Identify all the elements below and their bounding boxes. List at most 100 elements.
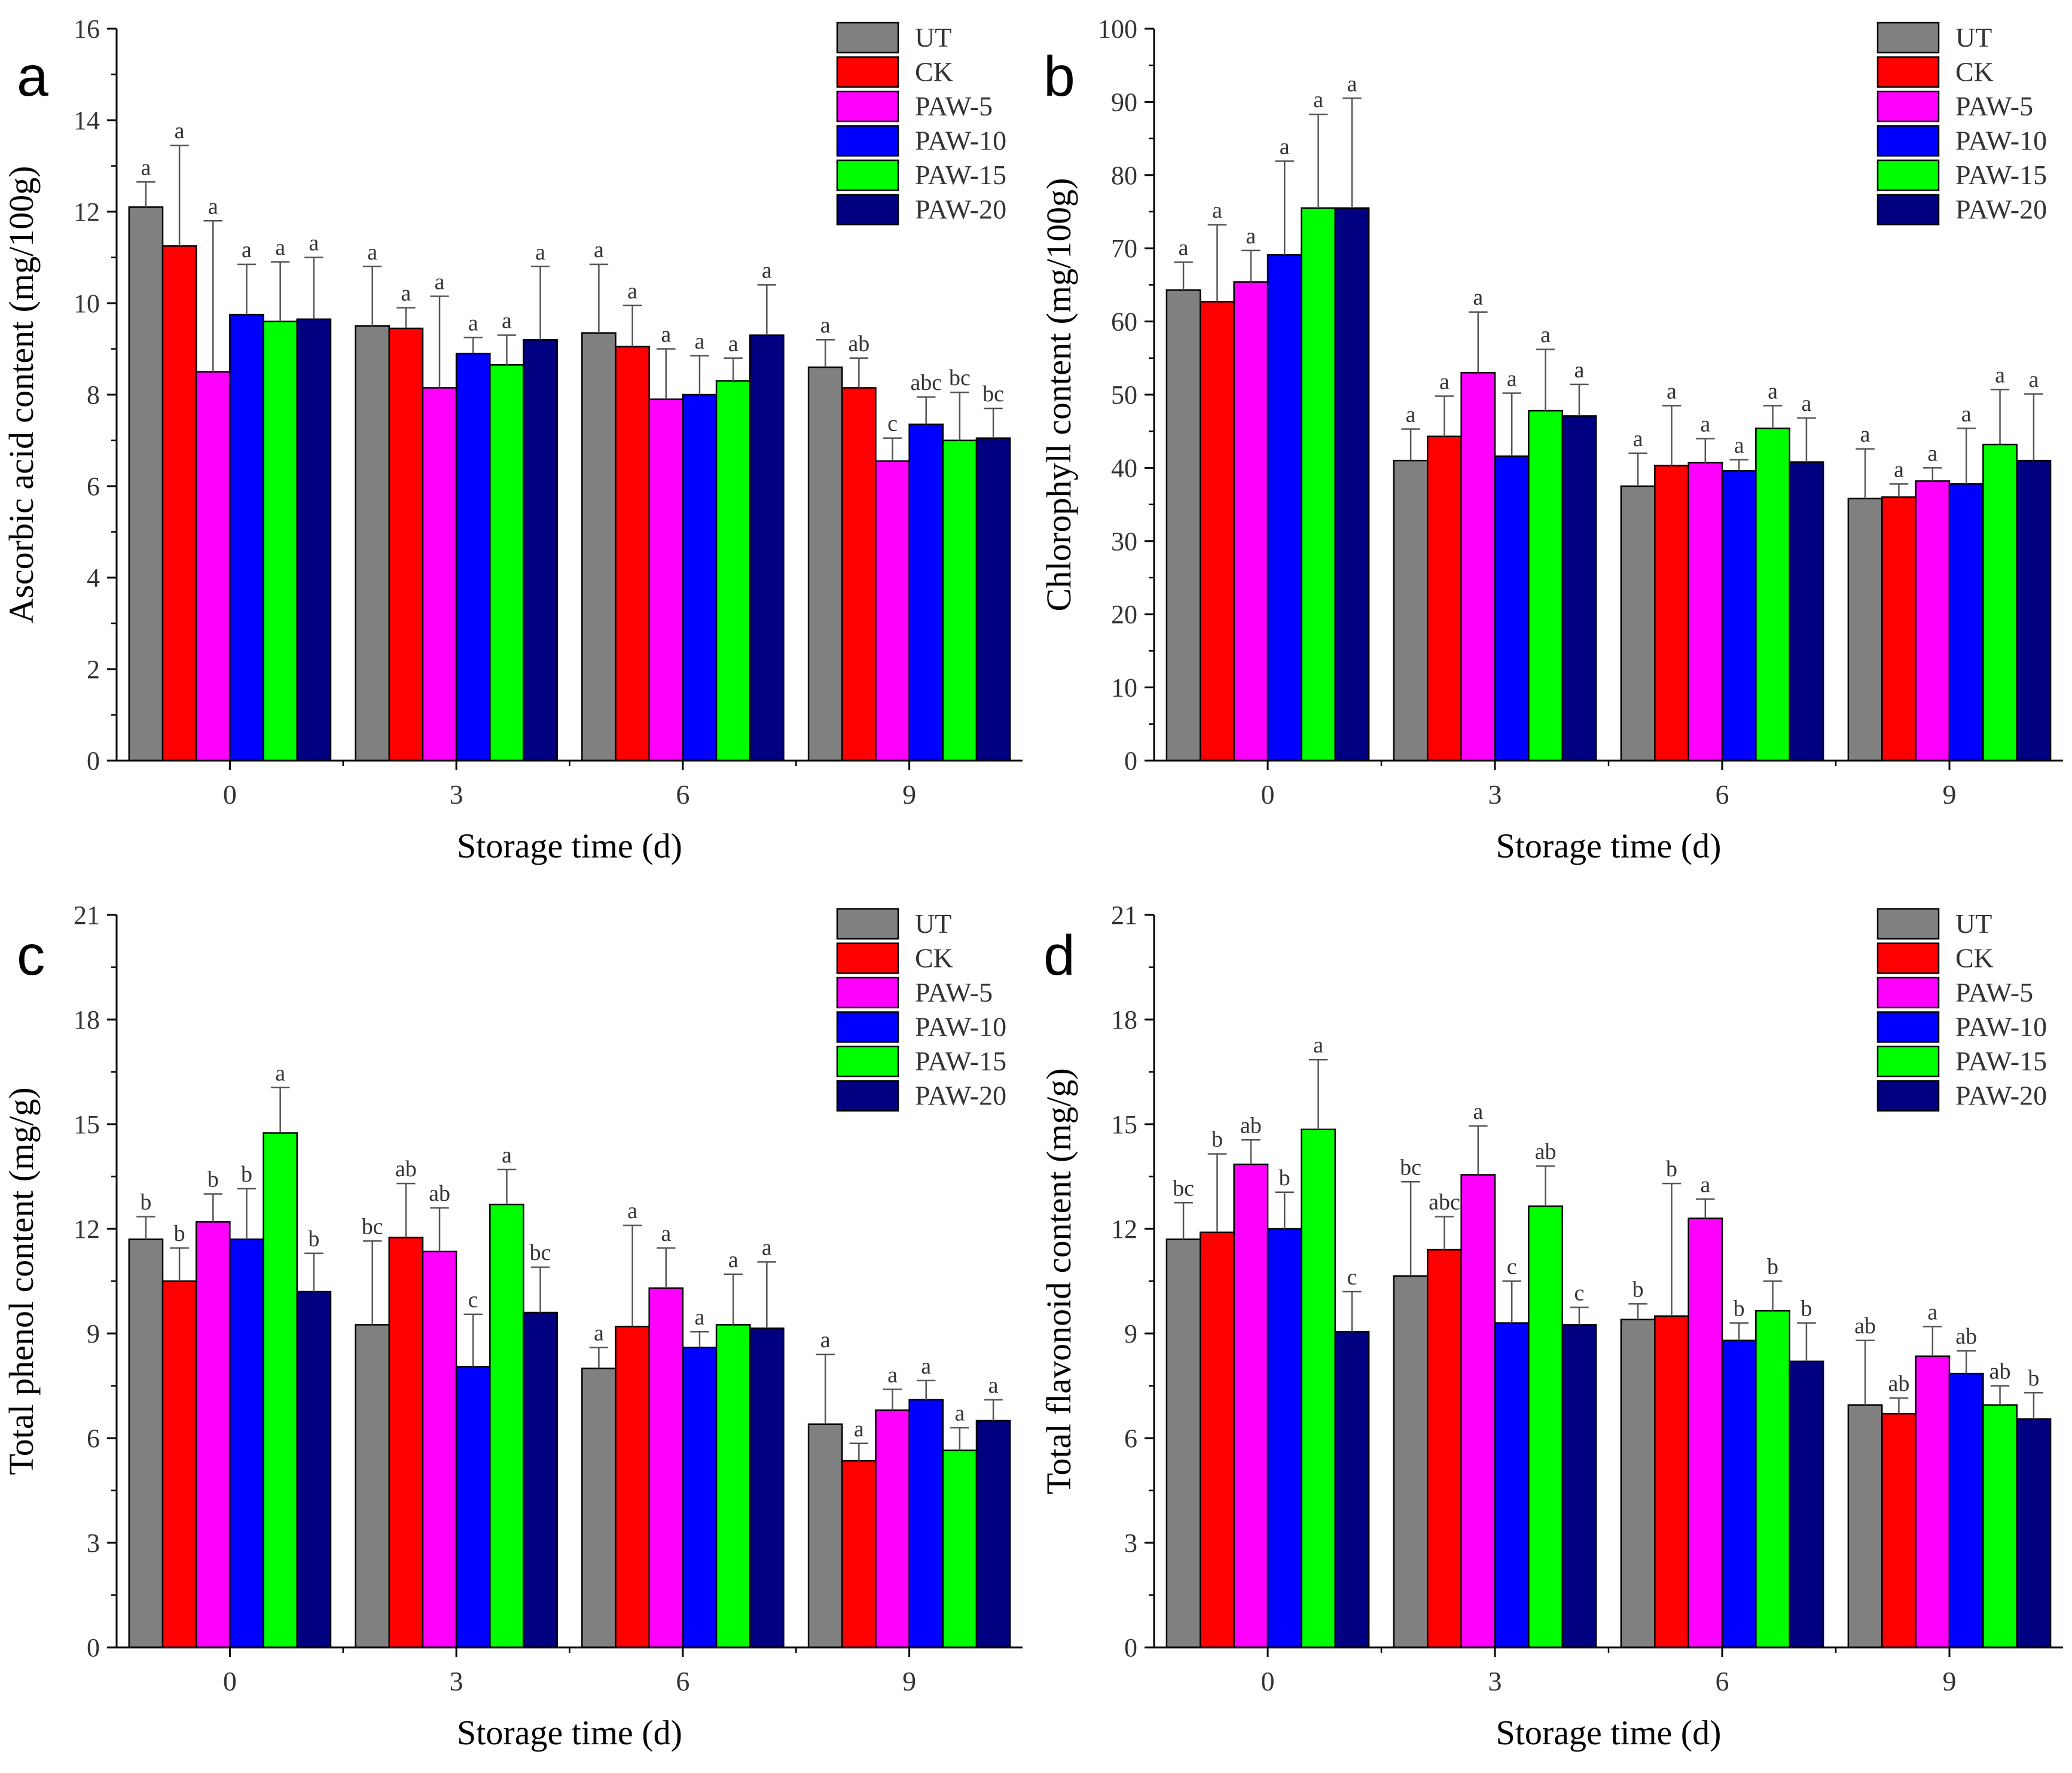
y-tick-label: 18	[74, 1005, 100, 1034]
legend-swatch	[1876, 90, 1940, 123]
bar	[581, 1368, 617, 1649]
legend-swatch	[1876, 1011, 1940, 1043]
significance-label: a	[594, 237, 604, 263]
bar	[1847, 498, 1883, 762]
significance-label: a	[535, 240, 545, 265]
series-ut: a a a a	[1165, 235, 1883, 762]
y-tick-label: 10	[1111, 673, 1137, 703]
significance-label: a	[1927, 441, 1937, 466]
bar	[942, 1449, 978, 1649]
y-tick-label: 100	[1098, 14, 1137, 44]
bar	[489, 1203, 524, 1649]
significance-label: a	[1768, 379, 1778, 404]
significance-label: b	[1632, 1277, 1644, 1302]
x-axis-title: Storage time (d)	[457, 826, 682, 865]
y-axis-title: Chlorophyll content (mg/100g)	[1039, 178, 1078, 612]
significance-label: ab	[848, 331, 869, 356]
bar	[1755, 1310, 1790, 1649]
legend-label: CK	[1955, 943, 1994, 974]
legend-label: PAW-15	[915, 160, 1006, 190]
bar	[1881, 1412, 1917, 1649]
legend-label: PAW-20	[915, 194, 1006, 225]
bar	[841, 1460, 877, 1649]
bar	[1200, 301, 1235, 762]
legend-label: PAW-5	[1955, 91, 2033, 121]
bar	[682, 393, 718, 762]
significance-label: b	[1734, 1296, 1745, 1322]
significance-label: c	[887, 411, 898, 437]
significance-label: bc	[362, 1214, 383, 1239]
legend-swatch	[1876, 942, 1940, 974]
series-paw-15: a a ab c	[263, 235, 978, 762]
bar	[1200, 1231, 1235, 1649]
x-tick-label: 6	[1716, 1666, 1729, 1696]
legend-label: PAW-10	[1955, 1012, 2047, 1042]
legend-label: PAW-10	[1955, 126, 2047, 156]
bar	[1233, 1163, 1269, 1649]
significance-label: b	[1801, 1296, 1812, 1322]
bar	[2016, 459, 2052, 762]
significance-label: a	[1700, 411, 1710, 437]
legend-swatch	[836, 942, 899, 974]
significance-label: a	[954, 1401, 965, 1426]
legend-label: UT	[1955, 22, 1992, 53]
legend-swatch	[1876, 1080, 1940, 1112]
significance-label: a	[141, 155, 151, 180]
legend-label: PAW-5	[915, 91, 993, 121]
bar	[296, 318, 332, 762]
y-tick-label: 0	[1124, 746, 1137, 776]
y-tick-label: 80	[1111, 161, 1137, 190]
legend-swatch	[1876, 159, 1940, 191]
significance-label: b	[308, 1226, 319, 1252]
bar	[489, 364, 524, 762]
y-tick-label: 10	[74, 289, 100, 318]
bar	[1393, 1275, 1429, 1649]
series-paw-10: b c b ab	[1267, 1165, 1984, 1649]
significance-label: ab	[1989, 1359, 2011, 1384]
significance-label: a	[1995, 362, 2005, 387]
x-axis-title: Storage time (d)	[457, 1713, 682, 1752]
bar	[615, 346, 650, 762]
y-tick-label: 0	[1124, 1633, 1137, 1662]
bar	[1494, 1322, 1530, 1649]
bar	[749, 1328, 785, 1649]
significance-label: a	[1246, 224, 1256, 249]
significance-label: a	[309, 231, 319, 256]
significance-label: a	[728, 331, 739, 356]
significance-label: a	[1313, 87, 1323, 112]
y-tick-label: 15	[74, 1110, 100, 1139]
significance-label: bc	[1400, 1155, 1421, 1180]
legend-swatch	[836, 976, 899, 1009]
y-tick-label: 18	[1111, 1005, 1137, 1034]
x-tick-label: 3	[1488, 779, 1502, 810]
bar	[749, 334, 785, 762]
bar	[523, 1311, 558, 1649]
legend-label: CK	[915, 57, 953, 87]
bar	[263, 321, 298, 762]
legend-label: PAW-20	[915, 1081, 1006, 1111]
bar	[1755, 428, 1790, 762]
significance-label: a	[1347, 71, 1357, 96]
bar	[1620, 485, 1656, 762]
significance-label: a	[1860, 422, 1870, 447]
y-tick-label: 21	[74, 901, 100, 930]
significance-label: a	[594, 1320, 604, 1345]
significance-label: b	[1767, 1255, 1778, 1280]
y-tick-label: 8	[87, 380, 100, 410]
bar	[581, 332, 617, 762]
significance-label: c	[1574, 1280, 1584, 1305]
x-tick-label: 0	[223, 779, 237, 810]
bar	[355, 325, 390, 762]
y-tick-label: 20	[1111, 600, 1137, 629]
y-tick-label: 21	[1111, 901, 1137, 930]
significance-label: ab	[1955, 1324, 1977, 1349]
significance-label: b	[1212, 1127, 1223, 1152]
significance-label: a	[1406, 402, 1416, 428]
significance-label: b	[174, 1221, 185, 1246]
